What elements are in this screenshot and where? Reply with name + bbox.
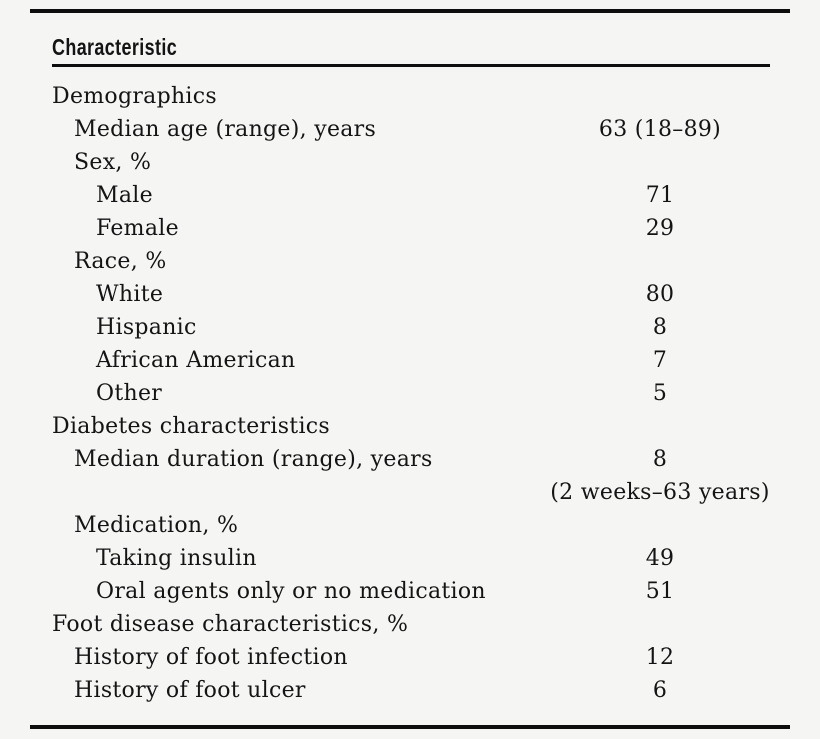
- row-label: Demographics: [52, 84, 217, 109]
- table-row: Taking insulin 49: [0, 542, 820, 575]
- table-row: Demographics: [0, 80, 820, 113]
- row-label: Median duration (range), years: [74, 447, 433, 472]
- row-value: (2 weeks–63 years): [550, 480, 770, 505]
- table-row: Female 29: [0, 212, 820, 245]
- row-value: 63 (18–89): [598, 117, 722, 142]
- row-label: Hispanic: [96, 315, 197, 340]
- row-label: Foot disease characteristics, %: [52, 612, 409, 637]
- table-row: Other 5: [0, 377, 820, 410]
- table-row: Medication, %: [0, 509, 820, 542]
- table-row: Median duration (range), years 8: [0, 443, 820, 476]
- table-row: Oral agents only or no medication 51: [0, 575, 820, 608]
- row-label: Taking insulin: [96, 546, 257, 571]
- row-label: African American: [96, 348, 296, 373]
- table-row: (2 weeks–63 years): [0, 476, 820, 509]
- row-value: 49: [645, 546, 675, 571]
- table-row: White 80: [0, 278, 820, 311]
- table-row: History of foot ulcer 6: [0, 674, 820, 707]
- row-label: Median age (range), years: [74, 117, 377, 142]
- row-label: White: [96, 282, 164, 307]
- table-row: Foot disease characteristics, %: [0, 608, 820, 641]
- table-bottom-rule: [30, 725, 790, 729]
- row-value: 7: [652, 348, 668, 373]
- table-row: Median age (range), years 63 (18–89): [0, 113, 820, 146]
- table-row: African American 7: [0, 344, 820, 377]
- row-value: 71: [645, 183, 675, 208]
- row-value: 12: [645, 645, 675, 670]
- row-label: Female: [96, 216, 179, 241]
- table-row: Race, %: [0, 245, 820, 278]
- table-row: Hispanic 8: [0, 311, 820, 344]
- row-value: 8: [652, 315, 668, 340]
- row-value: 80: [645, 282, 675, 307]
- row-label: Sex, %: [74, 150, 152, 175]
- row-label: Diabetes characteristics: [52, 414, 330, 439]
- row-value: 51: [645, 579, 675, 604]
- table-header-characteristic: Characteristic: [52, 34, 178, 60]
- table-row: History of foot infection 12: [0, 641, 820, 674]
- table-row: Male 71: [0, 179, 820, 212]
- table-row: Diabetes characteristics: [0, 410, 820, 443]
- row-label: Medication, %: [74, 513, 239, 538]
- row-label: Race, %: [74, 249, 167, 274]
- row-label: History of foot infection: [74, 645, 348, 670]
- table-rows: Demographics Median age (range), years 63 …: [0, 80, 820, 707]
- row-value: 6: [652, 678, 668, 703]
- row-value: 5: [652, 381, 668, 406]
- table-header-rule: [52, 64, 770, 67]
- row-label: Oral agents only or no medication: [96, 579, 486, 604]
- row-value: 29: [645, 216, 675, 241]
- table-row: Sex, %: [0, 146, 820, 179]
- table-top-rule: [30, 9, 790, 13]
- row-label: Other: [96, 381, 163, 406]
- row-label: Male: [96, 183, 153, 208]
- row-value: 8: [652, 447, 668, 472]
- row-label: History of foot ulcer: [74, 678, 306, 703]
